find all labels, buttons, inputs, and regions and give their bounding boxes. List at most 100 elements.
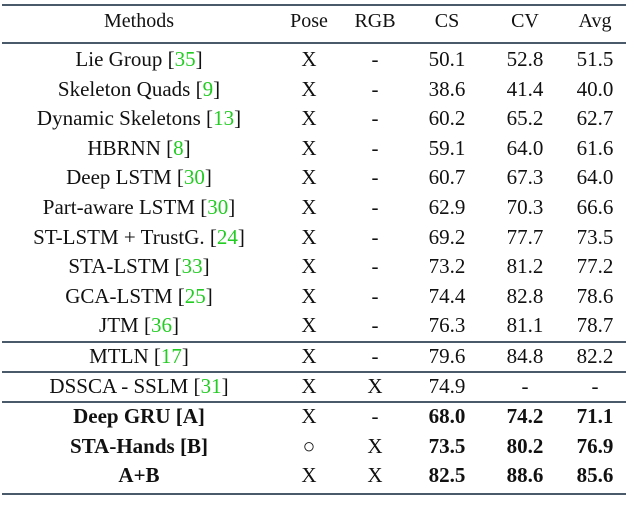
group-rule-2 [2, 371, 626, 373]
method-label: HBRNN [ [87, 135, 174, 160]
rgb-cell: - [371, 404, 379, 428]
method-name: STA-Hands [B] [2, 432, 276, 462]
method-name: Skeleton Quads [9] [2, 75, 276, 105]
cs-value: 69.2 [428, 224, 466, 249]
method-label: Dynamic Skeletons [ [36, 106, 214, 131]
method-name: HBRNN [8] [2, 134, 276, 164]
cv-value: 52.8 [506, 47, 544, 71]
method-name: MTLN [17] [2, 342, 276, 372]
cv-value: 77.7 [506, 224, 544, 249]
page-edge-fragment [630, 40, 640, 500]
pose-cell: X [301, 106, 317, 131]
avg-value: 64.0 [576, 165, 614, 190]
citation-bracket: ] [221, 374, 229, 398]
table-row: MTLN [17] X - 79.6 84.8 82.2 [2, 342, 626, 372]
cv-value: - [521, 374, 529, 398]
method-name: STA-LSTM [33] [2, 252, 276, 282]
method-label: STA-LSTM [ [68, 254, 182, 279]
method-label: A+B [118, 463, 160, 488]
method-name: Dynamic Skeletons [13] [2, 104, 276, 134]
table-row: STA-LSTM [33] X - 73.2 81.2 77.2 [2, 252, 626, 282]
avg-value: 76.9 [576, 433, 614, 458]
citation-link[interactable]: 31 [200, 374, 222, 398]
cs-value: 73.5 [428, 433, 466, 458]
citation-bracket: ] [213, 76, 221, 101]
method-label: STA-Hands [B] [70, 433, 208, 458]
header-methods: Methods [104, 10, 174, 32]
citation-link[interactable]: 8 [173, 135, 184, 160]
pose-cell: ○ [302, 433, 316, 458]
cs-value: 60.7 [428, 165, 466, 190]
avg-value: 77.2 [576, 254, 614, 279]
citation-link[interactable]: 33 [181, 254, 203, 279]
pose-cell: X [301, 313, 317, 338]
cs-value: 50.1 [428, 47, 466, 71]
cv-value: 84.8 [506, 344, 544, 368]
method-label: MTLN [ [89, 344, 161, 368]
avg-value: 78.7 [576, 313, 614, 338]
citation-bracket: ] [181, 344, 189, 368]
rgb-cell: - [371, 195, 379, 219]
rgb-cell: - [371, 165, 379, 190]
cv-value: 64.0 [506, 135, 544, 160]
table-row: Part-aware LSTM [30] X - 62.9 70.3 66.6 [2, 193, 626, 223]
pose-cell: X [301, 165, 317, 190]
table-row: Deep GRU [A] X - 68.0 74.2 71.1 [2, 402, 626, 432]
header-rule [2, 42, 626, 44]
cv-value: 41.4 [506, 76, 544, 101]
header-cv: CV [511, 10, 539, 32]
method-name: ST-LSTM + TrustG. [24] [2, 223, 276, 253]
citation-link[interactable]: 30 [207, 195, 229, 219]
cs-value: 76.3 [428, 313, 466, 338]
pose-cell: X [301, 404, 317, 428]
cs-value: 38.6 [428, 76, 466, 101]
citation-link[interactable]: 9 [202, 76, 214, 101]
citation-link[interactable]: 36 [150, 313, 172, 338]
avg-value: - [591, 374, 599, 398]
avg-value: 85.6 [576, 463, 614, 488]
cs-value: 62.9 [428, 195, 466, 219]
cs-value: 60.2 [428, 106, 466, 131]
table-row: Lie Group [35] X - 50.1 52.8 51.5 [2, 45, 626, 75]
header-pose: Pose [290, 10, 328, 32]
cv-value: 74.2 [506, 404, 544, 428]
rgb-cell: - [371, 76, 379, 101]
rgb-cell: - [371, 313, 379, 338]
pose-cell: X [301, 463, 317, 488]
bottom-rule [2, 493, 626, 495]
method-name: GCA-LSTM [25] [2, 282, 276, 312]
citation-link[interactable]: 35 [174, 47, 196, 71]
citation-link[interactable]: 17 [160, 344, 182, 368]
pose-cell: X [301, 195, 317, 219]
cs-value: 74.4 [428, 283, 466, 308]
citation-bracket: ] [171, 313, 179, 338]
rgb-cell: - [371, 224, 379, 249]
method-label: Skeleton Quads [ [57, 76, 203, 101]
cs-value: 68.0 [428, 404, 466, 428]
table-row: Skeleton Quads [9] X - 38.6 41.4 40.0 [2, 75, 626, 105]
citation-link[interactable]: 30 [183, 165, 205, 190]
method-name: Lie Group [35] [2, 45, 276, 75]
citation-bracket: ] [195, 47, 203, 71]
avg-value: 66.6 [576, 195, 614, 219]
citation-link[interactable]: 24 [216, 224, 238, 249]
cs-value: 79.6 [428, 344, 466, 368]
cs-value: 74.9 [428, 374, 466, 398]
rgb-cell: X [367, 374, 383, 398]
avg-value: 78.6 [576, 283, 614, 308]
rgb-cell: - [371, 106, 379, 131]
rgb-cell: - [371, 344, 379, 368]
method-name: DSSCA - SSLM [31] [2, 372, 276, 402]
table-row: GCA-LSTM [25] X - 74.4 82.8 78.6 [2, 282, 626, 312]
group-rule-3 [2, 401, 626, 403]
citation-bracket: ] [183, 135, 191, 160]
avg-value: 73.5 [576, 224, 614, 249]
header-row: Methods Pose RGB CS CV Avg [2, 7, 626, 37]
rgb-cell: - [371, 135, 379, 160]
method-name: Deep LSTM [30] [2, 163, 276, 193]
cv-value: 70.3 [506, 195, 544, 219]
citation-bracket: ] [237, 224, 245, 249]
citation-link[interactable]: 25 [184, 283, 206, 308]
citation-link[interactable]: 13 [213, 106, 235, 131]
method-name: Part-aware LSTM [30] [2, 193, 276, 223]
